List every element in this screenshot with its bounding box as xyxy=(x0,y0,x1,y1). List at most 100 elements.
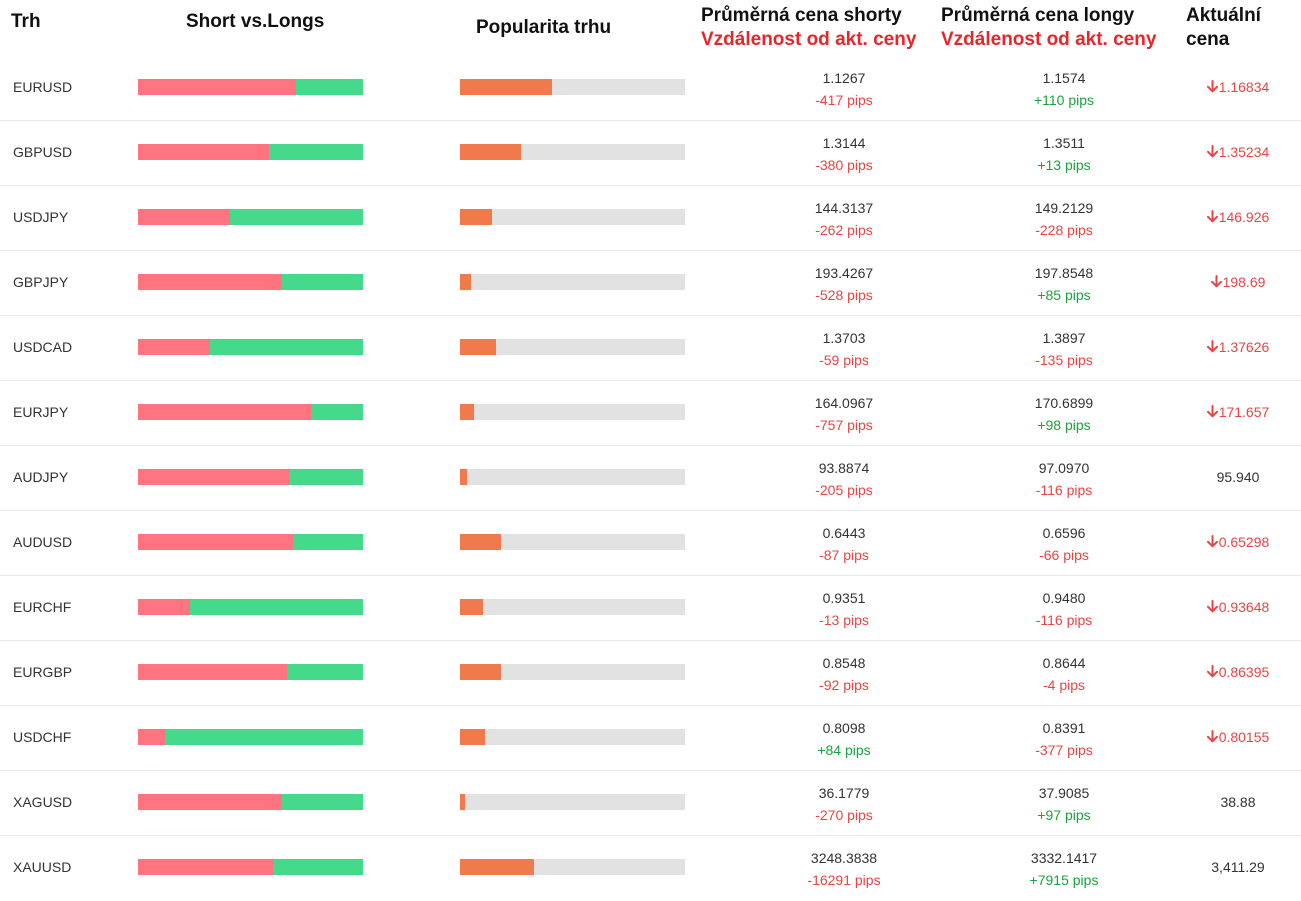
column-header-current-price[interactable]: Aktuální cena xyxy=(1186,4,1261,52)
avg-short-pips: -59 pips xyxy=(819,352,869,368)
current-price-value: 38.88 xyxy=(1220,794,1256,810)
avg-short-price: 3248.3838 xyxy=(810,850,878,866)
avg-long-cell: 0.6596 -66 pips xyxy=(984,522,1144,566)
avg-short-price: 144.3137 xyxy=(814,200,874,216)
table-row[interactable]: XAUUSD 3248.3838 -16291 pips 3332.1417 +7915… xyxy=(0,836,1301,900)
long-share-segment xyxy=(295,79,363,95)
symbol-label[interactable]: USDCHF xyxy=(13,729,72,745)
avg-long-price: 97.0970 xyxy=(1038,460,1090,476)
short-vs-long-bar xyxy=(138,144,363,160)
column-header-avg-long[interactable]: Průměrná cena longy Vzdálenost od akt. c… xyxy=(941,4,1156,52)
arrow-down-icon xyxy=(1206,207,1218,229)
avg-short-pips: -92 pips xyxy=(819,677,869,693)
avg-short-price: 0.8548 xyxy=(822,655,866,671)
avg-long-price: 3332.1417 xyxy=(1030,850,1098,866)
current-price: 38.88 xyxy=(1180,791,1296,813)
avg-long-price: 1.3897 xyxy=(1042,330,1086,346)
current-price: 198.69 xyxy=(1180,271,1296,294)
symbol-label[interactable]: AUDUSD xyxy=(13,534,73,550)
avg-long-pips: +110 pips xyxy=(1033,92,1095,108)
column-header-trh[interactable]: Trh xyxy=(11,11,41,32)
popularity-bar xyxy=(460,469,685,485)
current-price-value: 1.37626 xyxy=(1218,339,1270,355)
current-price: 1.37626 xyxy=(1180,336,1296,359)
popularity-bar xyxy=(460,274,685,290)
long-share-segment xyxy=(282,274,363,290)
avg-long-price: 197.8548 xyxy=(1034,265,1094,281)
long-share-segment xyxy=(268,144,363,160)
avg-long-title: Průměrná cena longy xyxy=(941,5,1135,26)
table-row[interactable]: USDJPY 144.3137 -262 pips 149.2129 -228 pips… xyxy=(0,186,1301,251)
avg-long-pips: +85 pips xyxy=(1037,287,1091,303)
avg-short-pips: -262 pips xyxy=(815,222,873,238)
avg-short-price: 93.8874 xyxy=(818,460,870,476)
avg-long-pips: -377 pips xyxy=(1035,742,1093,758)
avg-short-cell: 0.8548 -92 pips xyxy=(764,652,924,696)
popularity-bar xyxy=(460,144,685,160)
symbol-label[interactable]: EURGBP xyxy=(13,664,73,680)
short-vs-long-bar xyxy=(138,79,363,95)
avg-short-price: 1.1267 xyxy=(822,70,866,86)
popularity-fill xyxy=(460,534,501,550)
column-header-avg-short[interactable]: Průměrná cena shorty Vzdálenost od akt. … xyxy=(701,4,916,52)
table-row[interactable]: GBPUSD 1.3144 -380 pips 1.3511 +13 pips 1.352… xyxy=(0,121,1301,186)
table-row[interactable]: EURGBP 0.8548 -92 pips 0.8644 -4 pips 0.86395 xyxy=(0,641,1301,706)
short-share-segment xyxy=(138,794,282,810)
table-row[interactable]: EURJPY 164.0967 -757 pips 170.6899 +98 pips 1… xyxy=(0,381,1301,446)
popularity-fill xyxy=(460,79,553,95)
column-header-short-vs-longs[interactable]: Short vs.Longs xyxy=(186,11,325,32)
avg-short-pips: -205 pips xyxy=(815,482,873,498)
symbol-label[interactable]: AUDJPY xyxy=(13,469,69,485)
current-price-value: 95.940 xyxy=(1216,469,1260,485)
symbol-label[interactable]: XAGUSD xyxy=(13,794,73,810)
column-header-popularita[interactable]: Popularita trhu xyxy=(476,17,612,38)
symbol-label[interactable]: EURCHF xyxy=(13,599,72,615)
avg-long-cell: 3332.1417 +7915 pips xyxy=(984,847,1144,891)
symbol-label[interactable]: EURJPY xyxy=(13,404,69,420)
avg-short-cell: 193.4267 -528 pips xyxy=(764,262,924,306)
avg-long-price: 0.8644 xyxy=(1042,655,1086,671)
long-share-segment xyxy=(282,794,363,810)
avg-short-price: 0.8098 xyxy=(822,720,866,736)
symbol-label[interactable]: USDJPY xyxy=(13,209,69,225)
avg-long-cell: 97.0970 -116 pips xyxy=(984,457,1144,501)
table-row[interactable]: EURUSD 1.1267 -417 pips 1.1574 +110 pips 1.16… xyxy=(0,56,1301,121)
short-vs-long-bar xyxy=(138,534,363,550)
arrow-down-icon xyxy=(1206,337,1218,359)
popularity-fill xyxy=(460,144,521,160)
avg-short-cell: 3248.3838 -16291 pips xyxy=(764,847,924,891)
table-row[interactable]: EURCHF 0.9351 -13 pips 0.9480 -116 pips 0.936… xyxy=(0,576,1301,641)
table-row[interactable]: USDCHF 0.8098 +84 pips 0.8391 -377 pips 0.801… xyxy=(0,706,1301,771)
avg-short-price: 36.1779 xyxy=(818,785,870,801)
short-vs-long-bar xyxy=(138,339,363,355)
avg-long-cell: 37.9085 +97 pips xyxy=(984,782,1144,826)
table-row[interactable]: AUDJPY 93.8874 -205 pips 97.0970 -116 pips 95… xyxy=(0,446,1301,511)
table-row[interactable]: XAGUSD 36.1779 -270 pips 37.9085 +97 pips 38.… xyxy=(0,771,1301,836)
short-share-segment xyxy=(138,534,294,550)
short-vs-long-bar xyxy=(138,274,363,290)
current-price-title-line2: cena xyxy=(1186,29,1230,50)
short-share-segment xyxy=(138,859,273,875)
avg-short-cell: 1.1267 -417 pips xyxy=(764,67,924,111)
short-share-segment xyxy=(138,404,312,420)
avg-long-cell: 1.3511 +13 pips xyxy=(984,132,1144,176)
table-row[interactable]: GBPJPY 193.4267 -528 pips 197.8548 +85 pips 1… xyxy=(0,251,1301,316)
symbol-label[interactable]: EURUSD xyxy=(13,79,73,95)
table-row[interactable]: USDCAD 1.3703 -59 pips 1.3897 -135 pips 1.376… xyxy=(0,316,1301,381)
symbol-label[interactable]: GBPUSD xyxy=(13,144,73,160)
current-price: 95.940 xyxy=(1180,466,1296,488)
symbol-label[interactable]: XAUUSD xyxy=(13,859,72,875)
avg-short-subtitle: Vzdálenost od akt. ceny xyxy=(701,29,917,50)
avg-short-pips: +84 pips xyxy=(817,742,871,758)
table-row[interactable]: AUDUSD 0.6443 -87 pips 0.6596 -66 pips 0.6529… xyxy=(0,511,1301,576)
symbol-label[interactable]: USDCAD xyxy=(13,339,73,355)
current-price: 3,411.29 xyxy=(1180,856,1296,878)
avg-long-pips: +13 pips xyxy=(1037,157,1091,173)
long-share-segment xyxy=(288,469,363,485)
avg-long-pips: -66 pips xyxy=(1039,547,1089,563)
current-price-title-line1: Aktuální xyxy=(1186,5,1261,26)
avg-short-pips: -528 pips xyxy=(815,287,873,303)
current-price: 0.93648 xyxy=(1180,596,1296,619)
symbol-label[interactable]: GBPJPY xyxy=(13,274,69,290)
avg-long-cell: 0.8391 -377 pips xyxy=(984,717,1144,761)
